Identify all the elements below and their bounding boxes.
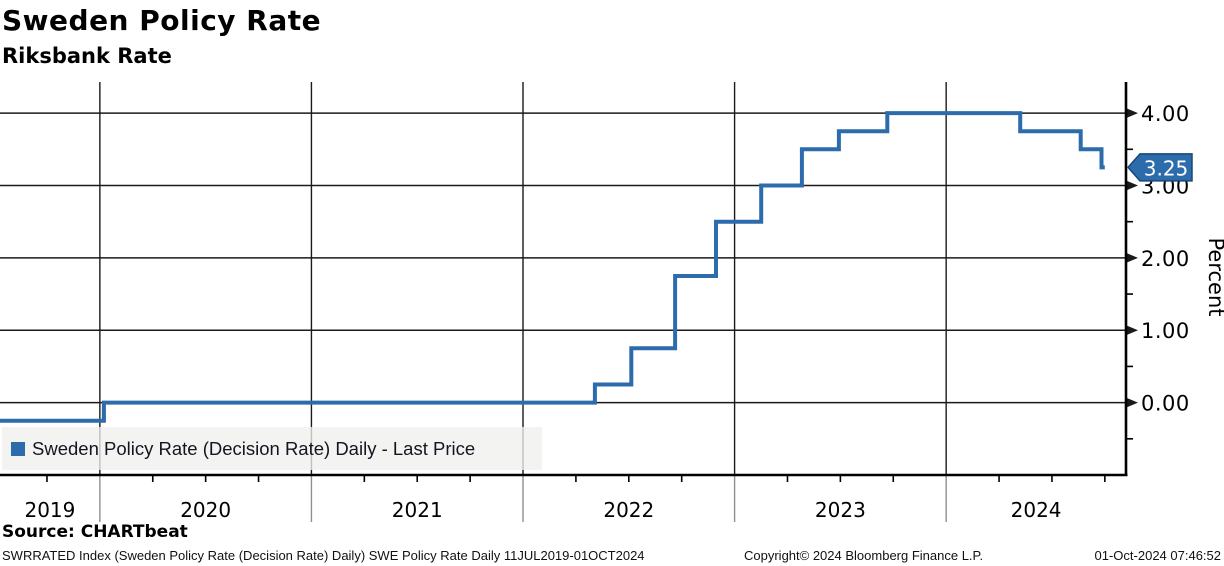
legend-series-label: Sweden Policy Rate (Decision Rate) Daily… bbox=[32, 437, 476, 459]
source-label: Source: CHARTbeat bbox=[2, 522, 188, 542]
legend-box: Sweden Policy Rate (Decision Rate) Daily… bbox=[2, 427, 542, 470]
svg-text:0.00: 0.00 bbox=[1141, 392, 1190, 416]
legend-series-marker-icon bbox=[11, 441, 25, 456]
svg-text:2.00: 2.00 bbox=[1141, 247, 1190, 271]
svg-text:2019: 2019 bbox=[24, 498, 75, 522]
svg-text:1.00: 1.00 bbox=[1141, 319, 1190, 343]
svg-text:2023: 2023 bbox=[815, 498, 866, 522]
page-title: Sweden Policy Rate bbox=[2, 4, 322, 37]
svg-text:2024: 2024 bbox=[1011, 498, 1062, 522]
footer-ticker-info: SWRRATED Index (Sweden Policy Rate (Deci… bbox=[2, 548, 645, 563]
svg-text:2022: 2022 bbox=[603, 498, 654, 522]
policy-rate-line bbox=[0, 111, 1105, 423]
last-price-badge bbox=[1126, 153, 1193, 182]
svg-text:4.00: 4.00 bbox=[1141, 102, 1190, 126]
svg-text:2021: 2021 bbox=[392, 498, 443, 522]
page-subtitle: Riksbank Rate bbox=[2, 44, 172, 68]
svg-text:2020: 2020 bbox=[180, 498, 231, 522]
footer-copyright: Copyright© 2024 Bloomberg Finance L.P. bbox=[744, 548, 984, 563]
y-axis-title: Percent bbox=[1204, 237, 1224, 316]
footer-timestamp: 01-Oct-2024 07:46:52 bbox=[1094, 548, 1221, 563]
svg-text:3.25: 3.25 bbox=[1144, 156, 1189, 180]
